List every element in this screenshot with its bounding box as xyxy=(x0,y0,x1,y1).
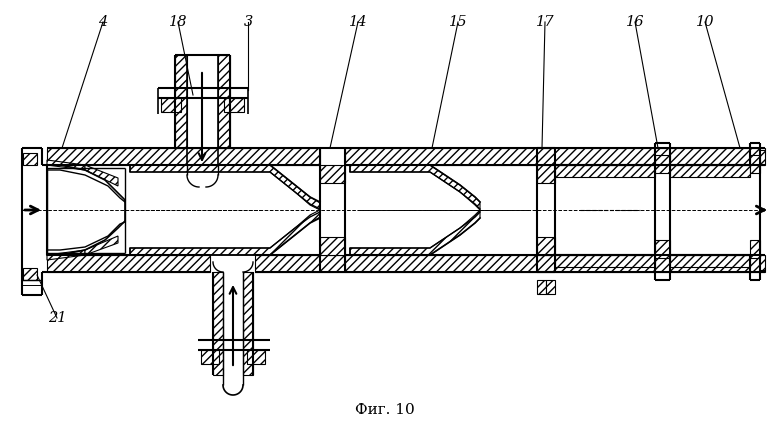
Polygon shape xyxy=(85,236,118,255)
Polygon shape xyxy=(130,165,320,210)
Polygon shape xyxy=(213,272,223,375)
Polygon shape xyxy=(224,98,244,112)
Polygon shape xyxy=(218,55,230,148)
Text: 14: 14 xyxy=(349,15,367,29)
Polygon shape xyxy=(47,250,85,260)
Polygon shape xyxy=(243,272,253,375)
Polygon shape xyxy=(345,148,765,165)
Polygon shape xyxy=(130,210,320,255)
Text: 16: 16 xyxy=(626,15,644,29)
Text: 18: 18 xyxy=(168,15,187,29)
Polygon shape xyxy=(161,98,181,112)
Polygon shape xyxy=(537,237,555,255)
Polygon shape xyxy=(320,237,345,255)
Polygon shape xyxy=(320,165,345,183)
Polygon shape xyxy=(345,255,765,272)
Polygon shape xyxy=(47,148,320,165)
Polygon shape xyxy=(555,165,655,177)
Polygon shape xyxy=(47,255,210,272)
Text: 15: 15 xyxy=(448,15,467,29)
Text: 17: 17 xyxy=(536,15,555,29)
Polygon shape xyxy=(23,268,37,280)
Polygon shape xyxy=(555,255,655,267)
Polygon shape xyxy=(201,350,219,364)
Polygon shape xyxy=(537,165,555,183)
Polygon shape xyxy=(670,165,750,177)
Polygon shape xyxy=(750,155,760,173)
Polygon shape xyxy=(546,280,555,294)
Polygon shape xyxy=(655,240,670,258)
Polygon shape xyxy=(350,210,480,255)
Polygon shape xyxy=(655,155,670,173)
Text: Фиг. 10: Фиг. 10 xyxy=(355,403,415,417)
Text: 10: 10 xyxy=(696,15,714,29)
Polygon shape xyxy=(247,350,265,364)
Polygon shape xyxy=(85,165,118,186)
Polygon shape xyxy=(175,55,187,148)
Polygon shape xyxy=(537,280,546,294)
Text: 4: 4 xyxy=(98,15,108,29)
Polygon shape xyxy=(23,153,37,165)
Text: 3: 3 xyxy=(243,15,253,29)
Polygon shape xyxy=(47,160,85,170)
Text: 21: 21 xyxy=(48,311,66,325)
Polygon shape xyxy=(350,165,480,210)
Polygon shape xyxy=(670,255,750,267)
Polygon shape xyxy=(255,255,345,272)
Polygon shape xyxy=(750,240,760,258)
